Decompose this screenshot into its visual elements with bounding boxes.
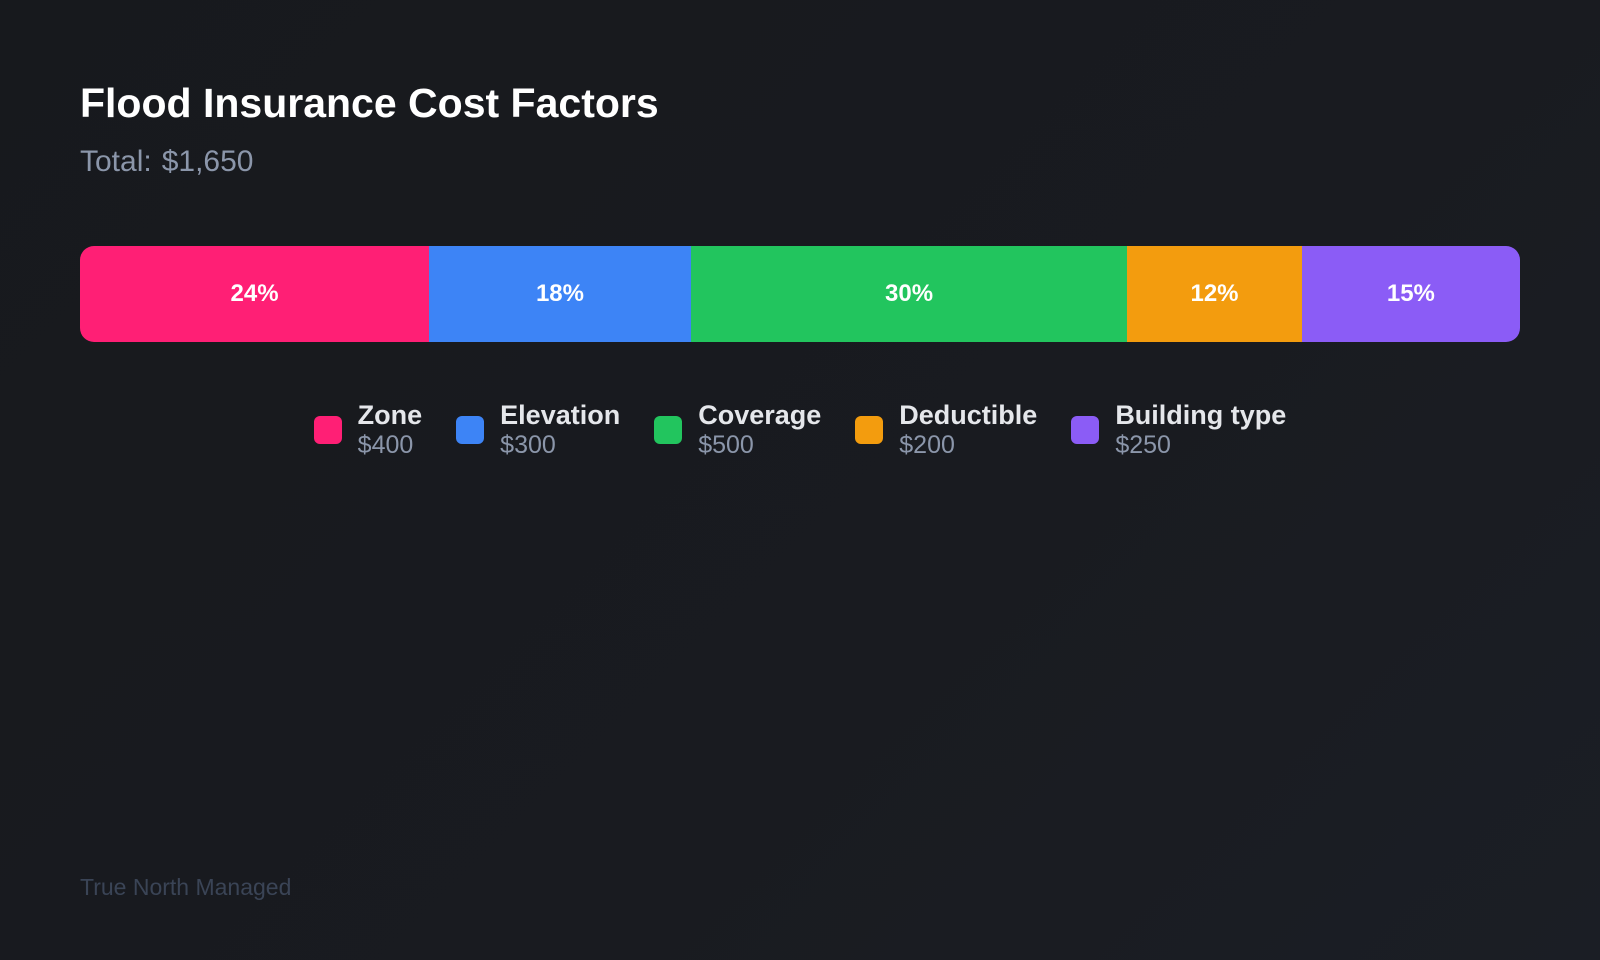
legend-label: Zone	[357, 400, 423, 430]
legend-swatch	[654, 416, 683, 444]
legend-value: $500	[698, 431, 754, 459]
legend-swatch	[1071, 416, 1100, 444]
bar-segment-building-type: 15%	[1301, 246, 1520, 342]
legend-item: Elevation $300	[456, 400, 620, 460]
stacked-bar: 24% 18% 30% 12% 15%	[80, 246, 1520, 342]
segment-percent-label: 15%	[1386, 280, 1435, 307]
legend-item: Deductible $200	[855, 400, 1037, 460]
legend: Zone $400 Elevation $300 Coverage $500 Deducti…	[0, 400, 1600, 460]
footer-brand: True North Managed	[80, 874, 292, 900]
legend-swatch	[855, 416, 884, 444]
segment-percent-label: 24%	[230, 280, 279, 307]
bar-segment-elevation: 18%	[429, 246, 691, 342]
legend-label: Deductible	[899, 400, 1038, 430]
legend-item: Building type $250	[1071, 400, 1286, 460]
legend-swatch	[313, 416, 342, 444]
legend-value: $200	[899, 431, 955, 459]
legend-item: Coverage $500	[654, 400, 821, 460]
legend-value: $300	[500, 431, 556, 459]
total-value: $1,650	[161, 145, 254, 178]
legend-swatch	[456, 416, 485, 444]
legend-value: $250	[1115, 431, 1171, 459]
legend-item: Zone $400	[313, 400, 423, 460]
bar-segment-coverage: 30%	[690, 246, 1128, 342]
chart-title: Flood Insurance Cost Factors	[80, 80, 659, 126]
bar-segment-deductible: 12%	[1127, 246, 1302, 342]
legend-label: Building type	[1115, 400, 1287, 430]
total-label: Total:	[80, 145, 152, 178]
segment-percent-label: 18%	[535, 280, 584, 307]
bar-segment-zone: 24%	[80, 246, 430, 342]
segment-percent-label: 30%	[885, 280, 934, 307]
legend-value: $400	[357, 431, 414, 459]
total-summary: Total: $1,650	[80, 145, 253, 179]
legend-label: Coverage	[698, 400, 822, 430]
segment-percent-label: 12%	[1190, 280, 1239, 307]
legend-label: Elevation	[500, 400, 621, 430]
